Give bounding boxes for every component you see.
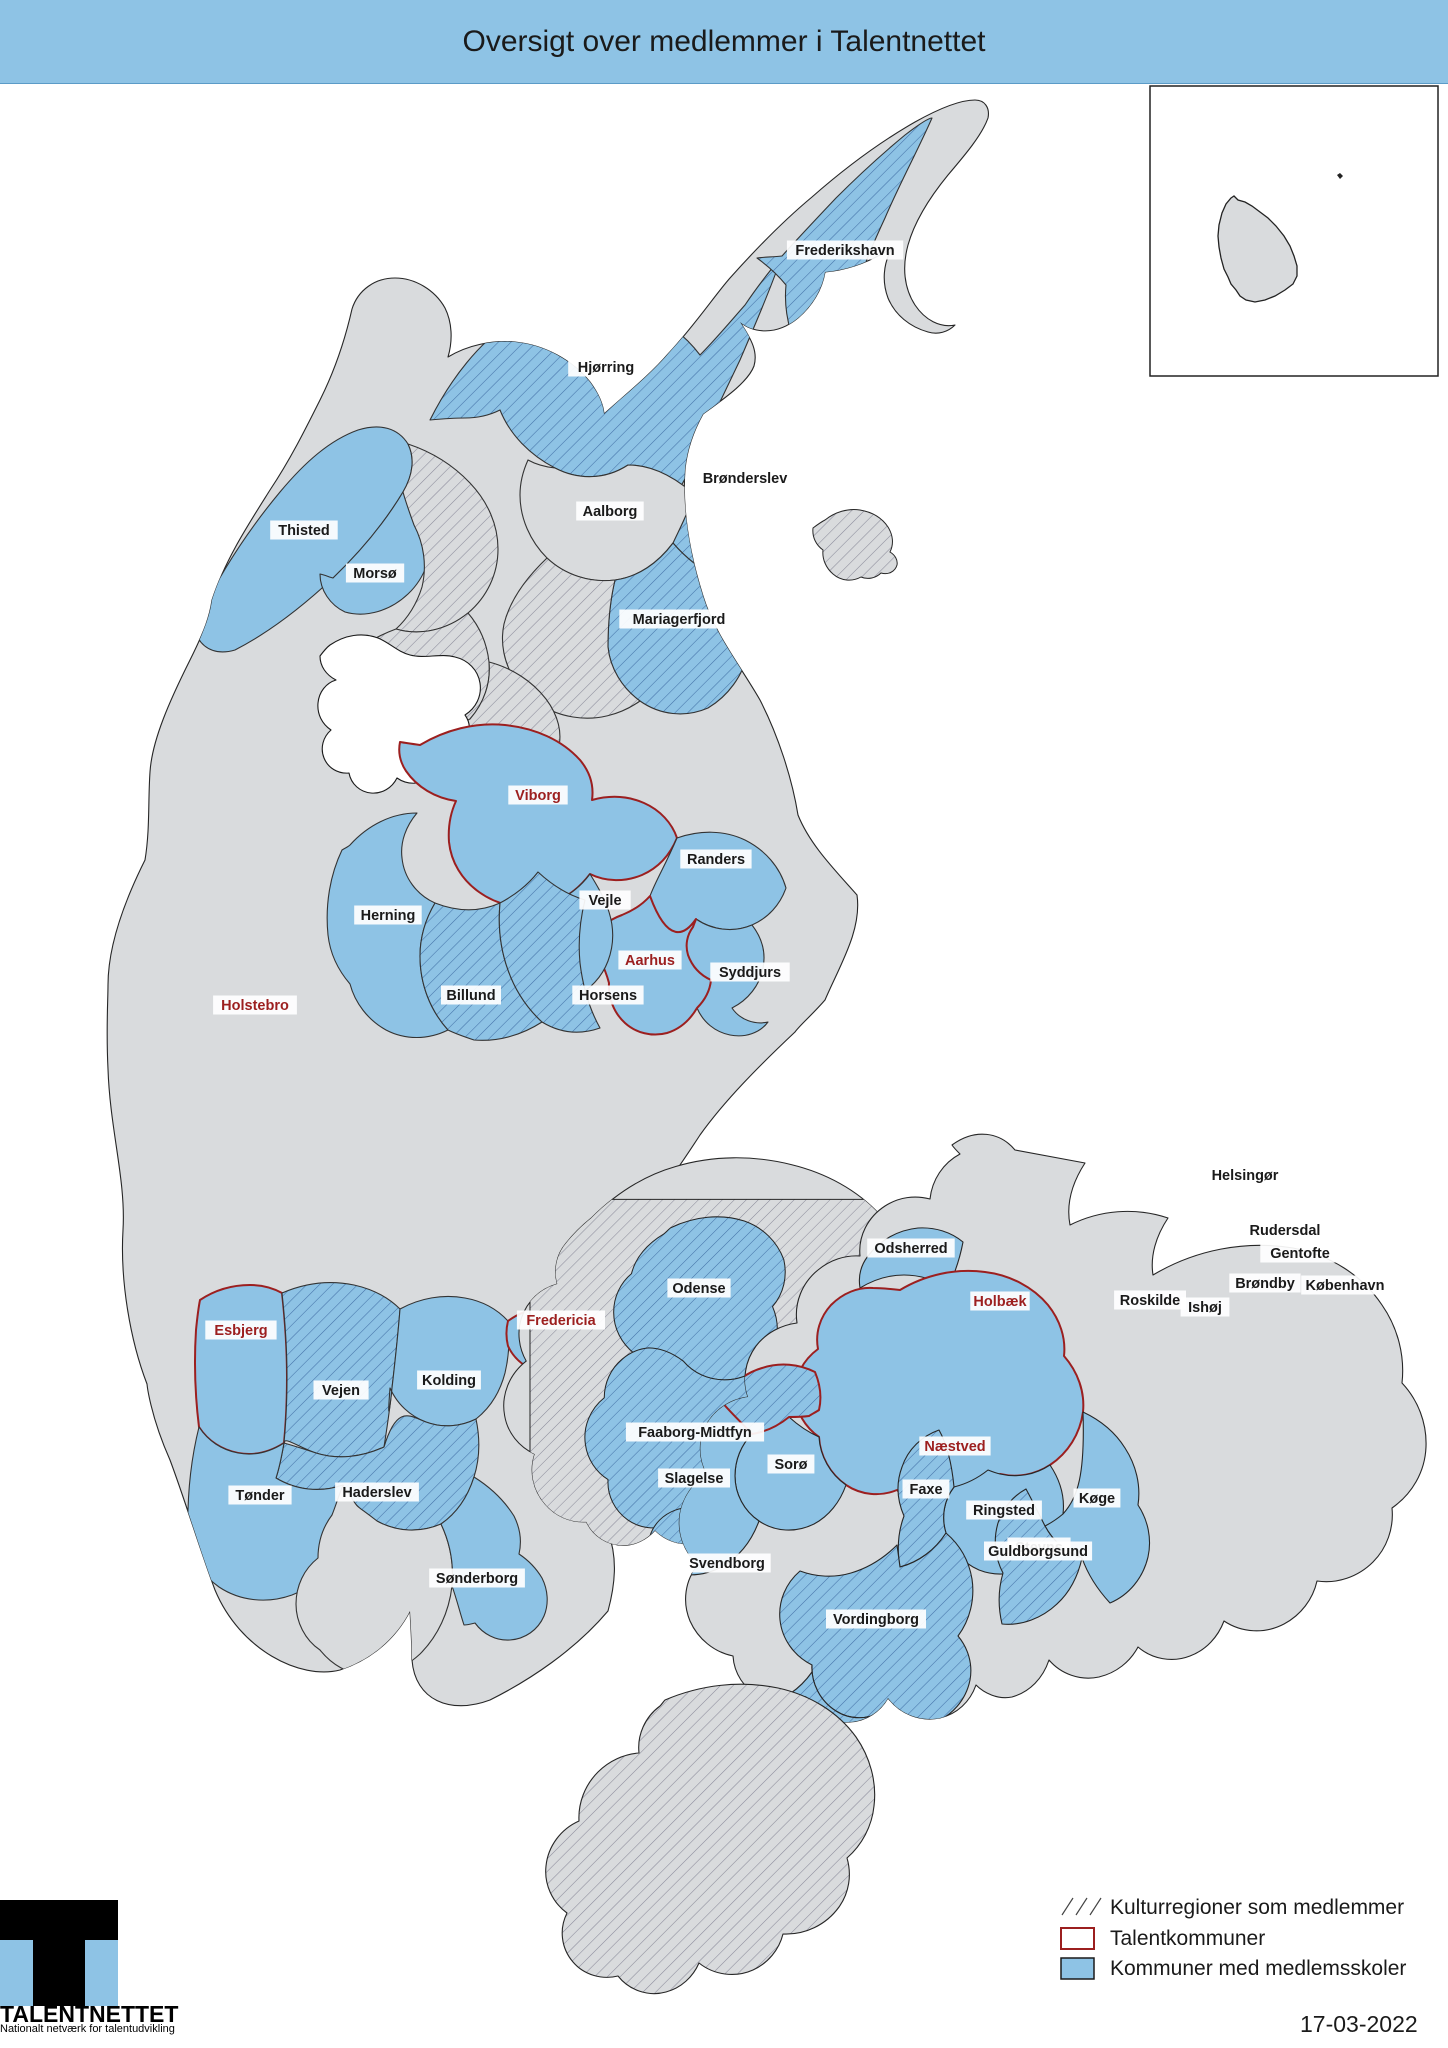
- svg-text:Nationalt netværk for talentud: Nationalt netværk for talentudvikling: [0, 2023, 175, 2035]
